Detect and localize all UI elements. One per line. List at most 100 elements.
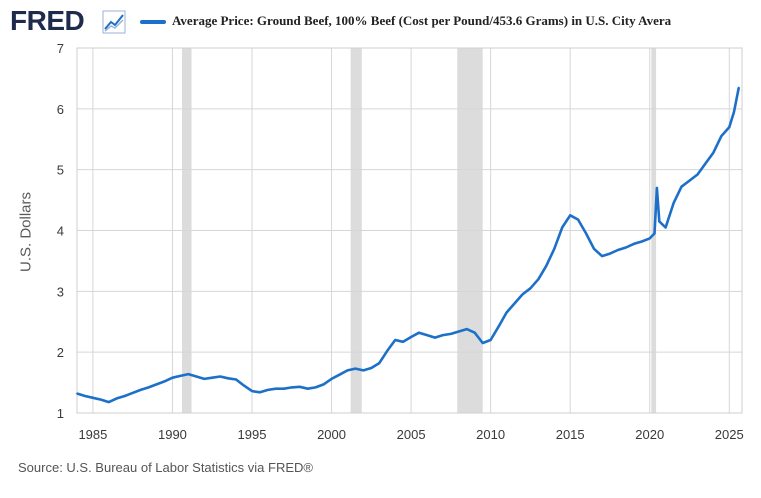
line-chart-icon <box>102 10 126 34</box>
y-tick-label: 2 <box>57 345 64 360</box>
data-point <box>553 247 556 250</box>
data-point <box>601 255 603 257</box>
fred-logo[interactable]: FRED <box>10 5 85 36</box>
y-tick-label: 4 <box>57 224 64 239</box>
data-point <box>442 334 444 337</box>
data-point <box>322 383 325 386</box>
data-point <box>577 218 580 221</box>
y-tick-label: 3 <box>57 284 64 299</box>
data-point <box>155 383 158 386</box>
data-point <box>139 388 142 391</box>
data-point <box>449 333 452 335</box>
y-tick-label: 7 <box>57 41 64 56</box>
x-tick-label: 1985 <box>78 427 107 442</box>
data-point <box>624 246 627 249</box>
data-point <box>163 380 166 383</box>
data-point <box>648 237 651 240</box>
data-point <box>274 387 277 390</box>
data-point <box>115 397 118 400</box>
data-point <box>481 342 484 344</box>
data-point <box>664 226 667 229</box>
data-point <box>569 214 572 217</box>
series-layer <box>76 86 741 404</box>
data-point <box>457 330 460 333</box>
data-point <box>696 173 699 176</box>
data-point <box>147 386 150 389</box>
data-point <box>737 86 740 89</box>
series-line <box>76 87 741 404</box>
data-point <box>529 287 532 290</box>
data-point <box>354 367 357 370</box>
grid-lines <box>76 47 743 414</box>
data-point <box>378 362 381 365</box>
x-tick-label: 1995 <box>238 427 267 442</box>
y-tick-label: 6 <box>57 102 64 117</box>
data-point <box>203 378 206 380</box>
source-note: Source: U.S. Bureau of Labor Statistics … <box>18 460 313 475</box>
chart-header: FRED Average Price: Ground Beef, 100% Be… <box>0 0 761 44</box>
data-point <box>259 391 261 394</box>
data-point <box>434 336 436 339</box>
data-point <box>251 390 253 392</box>
x-tick-label: 2005 <box>397 427 426 442</box>
data-point <box>593 247 595 250</box>
data-point <box>338 373 341 376</box>
data-point <box>402 340 405 343</box>
axis-labels: 1 2 3 4 5 6 7 1985 1990 1995 2000 2005 2010 2015 2020 2… <box>57 41 744 442</box>
data-point <box>290 386 293 389</box>
data-point <box>235 378 237 381</box>
x-tick-label: 2025 <box>715 427 744 442</box>
x-tick-label: 2000 <box>317 427 346 442</box>
data-point <box>733 110 735 113</box>
data-point <box>545 264 548 267</box>
data-point <box>314 386 317 389</box>
x-tick-label: 2015 <box>556 427 585 442</box>
legend-line-swatch <box>140 20 166 24</box>
data-point <box>179 374 182 377</box>
data-point <box>123 395 126 397</box>
plot-frame <box>76 47 743 414</box>
data-point <box>720 135 723 138</box>
data-point <box>680 185 683 188</box>
data-point <box>410 336 412 338</box>
y-tick-label: 1 <box>57 406 64 421</box>
data-point <box>370 367 373 369</box>
data-point <box>537 278 540 281</box>
x-tick-label: 2010 <box>476 427 505 442</box>
data-point <box>92 396 94 399</box>
data-point <box>386 350 389 352</box>
data-point <box>672 202 675 205</box>
data-point <box>489 339 492 341</box>
data-point <box>107 401 110 403</box>
data-point <box>640 240 643 243</box>
data-point <box>617 249 619 251</box>
data-point <box>653 232 656 235</box>
data-point <box>688 179 691 182</box>
data-point <box>712 151 715 154</box>
data-point <box>219 375 222 378</box>
data-point <box>227 377 230 380</box>
data-point <box>267 388 269 391</box>
data-point <box>585 232 587 235</box>
data-point <box>243 384 245 387</box>
data-point <box>561 226 564 229</box>
data-point <box>521 293 524 296</box>
data-point <box>187 373 190 375</box>
data-point <box>505 311 508 314</box>
data-point <box>465 328 468 330</box>
data-point <box>394 339 397 341</box>
data-point <box>195 375 198 378</box>
series-title[interactable]: Average Price: Ground Beef, 100% Beef (C… <box>172 13 672 28</box>
data-point <box>497 325 500 328</box>
data-point <box>609 252 611 255</box>
data-point <box>306 387 309 390</box>
data-point <box>99 398 102 401</box>
data-point <box>513 302 516 305</box>
data-point <box>418 331 420 334</box>
data-point <box>658 220 661 223</box>
data-point <box>76 392 78 395</box>
data-point <box>655 187 658 189</box>
data-point <box>298 385 301 388</box>
x-tick-label: 2020 <box>635 427 664 442</box>
